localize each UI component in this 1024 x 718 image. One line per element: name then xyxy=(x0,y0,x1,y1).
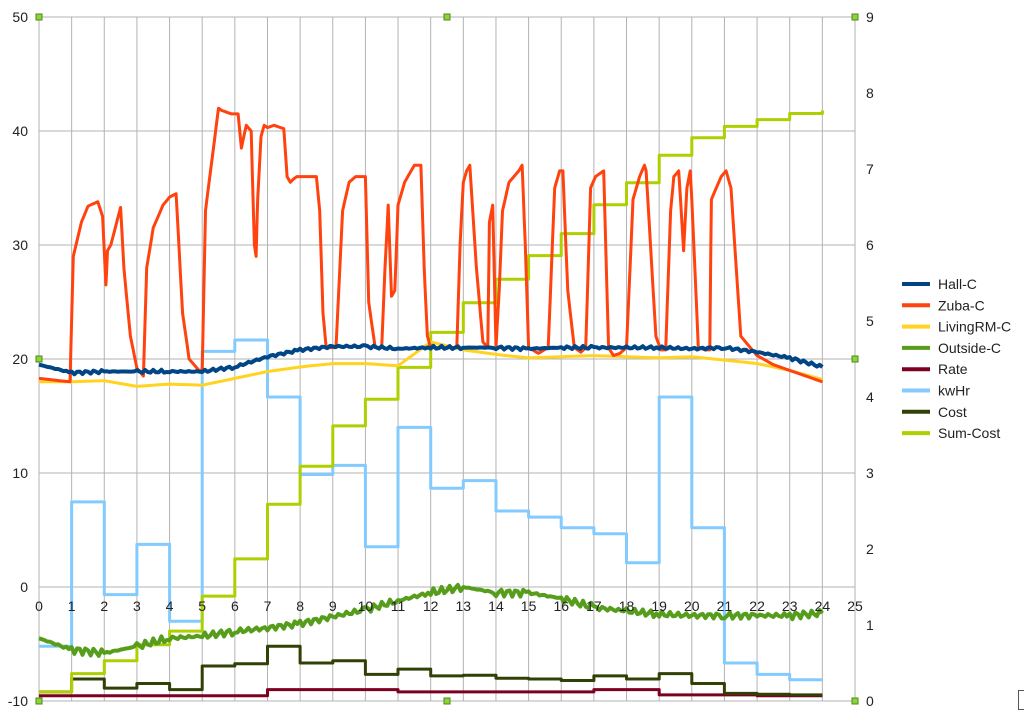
x-tick-label: 17 xyxy=(586,598,602,614)
legend-label: Hall-C xyxy=(938,276,977,292)
legend-label: kwHr xyxy=(938,383,970,399)
legend-label: LivingRM-C xyxy=(938,319,1011,335)
x-tick-label: 18 xyxy=(619,598,635,614)
x-tick-label: 4 xyxy=(166,598,174,614)
series-line-kwhr xyxy=(39,338,823,682)
tick-labels: 0 1 2 3 4 5 6 7 8 9 10 11 12 13 14 15 16 17 18 19 20 21 22 23 24… xyxy=(8,9,874,709)
series-line-hall-c xyxy=(38,343,824,377)
x-tick-label: 9 xyxy=(329,598,337,614)
x-tick-label: 7 xyxy=(264,598,272,614)
x-tick-label: 20 xyxy=(684,598,700,614)
legend-label: Sum-Cost xyxy=(938,425,1000,441)
y2-tick-label: 4 xyxy=(866,389,874,405)
resize-handle[interactable] xyxy=(443,697,451,705)
y2-tick-label: 8 xyxy=(866,85,874,101)
y2-tick-label: 1 xyxy=(866,617,874,633)
resize-handle[interactable] xyxy=(851,697,859,705)
y-tick-label: 10 xyxy=(12,465,28,481)
y2-tick-label: 2 xyxy=(866,541,874,557)
series-line-livingrm-c xyxy=(39,340,823,388)
y2-tick-label: 5 xyxy=(866,313,874,329)
y-tick-label: 20 xyxy=(12,351,28,367)
y2-tick-label: 6 xyxy=(866,237,874,253)
resize-handle[interactable] xyxy=(851,355,859,363)
resize-handle[interactable] xyxy=(35,13,43,21)
y-tick-label: 50 xyxy=(12,9,28,25)
x-tick-label: 1 xyxy=(68,598,76,614)
x-tick-label: 10 xyxy=(358,598,374,614)
resize-handle[interactable] xyxy=(35,355,43,363)
series-line-rate xyxy=(39,688,823,698)
x-tick-label: 8 xyxy=(296,598,304,614)
y2-tick-label: 7 xyxy=(866,161,874,177)
series-lines xyxy=(38,106,824,698)
legend-label: Rate xyxy=(938,361,968,377)
legend-label: Cost xyxy=(938,404,967,420)
grid xyxy=(38,16,856,702)
x-tick-label: 14 xyxy=(488,598,504,614)
x-tick-label: 12 xyxy=(423,598,439,614)
x-tick-label: 5 xyxy=(198,598,206,614)
x-tick-label: 6 xyxy=(231,598,239,614)
y-tick-label: 40 xyxy=(12,123,28,139)
y2-tick-label: 0 xyxy=(866,693,874,709)
x-tick-label: 13 xyxy=(456,598,472,614)
y-tick-label: -10 xyxy=(8,693,28,709)
series-line-outside-c xyxy=(38,582,824,658)
legend-label: Outside-C xyxy=(938,340,1001,356)
corner-indicator xyxy=(1018,690,1024,710)
x-tick-label: 21 xyxy=(717,598,733,614)
resize-handle[interactable] xyxy=(443,13,451,21)
x-tick-label: 0 xyxy=(35,598,43,614)
legend: Hall-C Zuba-C LivingRM-C Outside-C Rate kwHr C… xyxy=(902,276,1011,441)
resize-handle[interactable] xyxy=(35,697,43,705)
legend-label: Zuba-C xyxy=(938,297,985,313)
x-tick-label: 11 xyxy=(391,598,406,614)
x-tick-label: 2 xyxy=(100,598,108,614)
x-tick-label: 25 xyxy=(847,598,863,614)
x-tick-label: 19 xyxy=(651,598,667,614)
x-tick-label: 23 xyxy=(782,598,798,614)
y-tick-label: 0 xyxy=(20,579,28,595)
selection-handles[interactable] xyxy=(35,13,859,705)
series-line-sum-cost xyxy=(39,110,824,694)
x-tick-label: 3 xyxy=(133,598,141,614)
y2-tick-label: 3 xyxy=(866,465,874,481)
resize-handle[interactable] xyxy=(851,13,859,21)
x-tick-label: 22 xyxy=(749,598,765,614)
y2-tick-label: 9 xyxy=(866,9,874,25)
series-line-cost xyxy=(39,644,823,697)
x-tick-label: 16 xyxy=(553,598,569,614)
x-tick-label: 15 xyxy=(521,598,537,614)
y-tick-label: 30 xyxy=(12,237,28,253)
x-tick-label: 24 xyxy=(815,598,831,614)
